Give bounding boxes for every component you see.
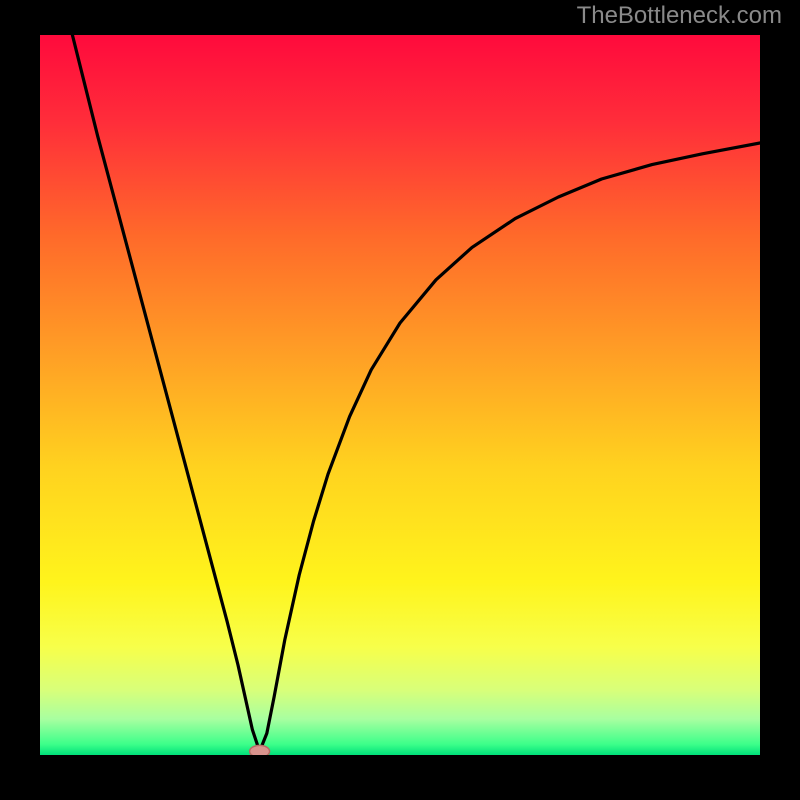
chart-container: TheBottleneck.com (0, 0, 800, 800)
plot-background (40, 35, 760, 755)
bottleneck-chart (0, 0, 800, 800)
watermark-text: TheBottleneck.com (577, 2, 782, 30)
